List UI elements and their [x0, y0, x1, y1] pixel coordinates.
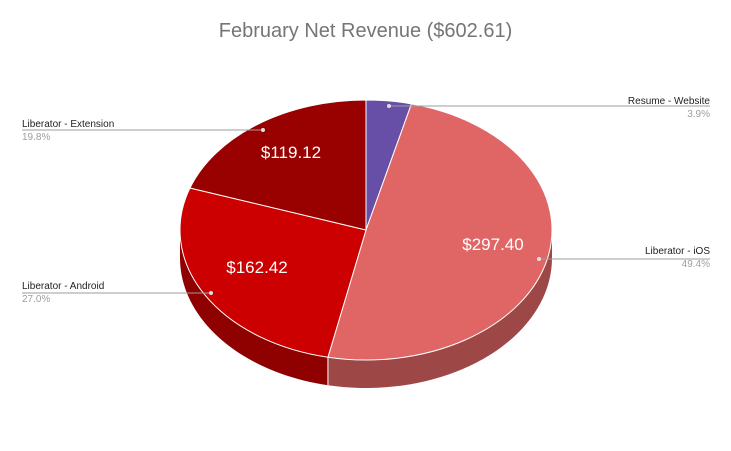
pie-side-walls: [180, 230, 552, 388]
callout-name-resume-website: Resume - Website: [628, 96, 711, 107]
callout-percent-liberator-android: 27.0%: [22, 294, 50, 305]
chart-title: February Net Revenue ($602.61): [218, 20, 513, 42]
leader-dot-liberator-android: [209, 291, 213, 295]
callout-name-liberator-extension: Liberator - Extension: [22, 119, 114, 130]
pie-side-liberator-android: [180, 230, 328, 386]
pie-value-labels: $297.40 $162.42 $119.12: [226, 143, 523, 277]
value-label-liberator-extension: $119.12: [261, 143, 321, 162]
leader-dot-liberator-extension: [261, 128, 265, 132]
pie-slice-liberator-android: [179, 187, 367, 358]
leader-dot-resume-website: [387, 104, 391, 108]
pie-callouts: Liberator - iOS 49.4% Liberator - Android 2…: [22, 96, 710, 305]
pie-side-liberator-ios: [327, 230, 552, 388]
value-label-liberator-ios: $297.40: [462, 235, 523, 254]
callout-name-liberator-ios: Liberator - iOS: [645, 246, 710, 257]
callout-name-liberator-android: Liberator - Android: [22, 281, 104, 292]
pie-slices: [179, 99, 553, 361]
pie-slice-liberator-extension: [189, 99, 367, 231]
callout-percent-resume-website: 3.9%: [687, 109, 710, 120]
value-label-liberator-android: $162.42: [226, 258, 287, 277]
callout-percent-liberator-extension: 19.8%: [22, 132, 50, 143]
callout-percent-liberator-ios: 49.4%: [682, 259, 710, 270]
leader-dot-liberator-ios: [537, 257, 541, 261]
